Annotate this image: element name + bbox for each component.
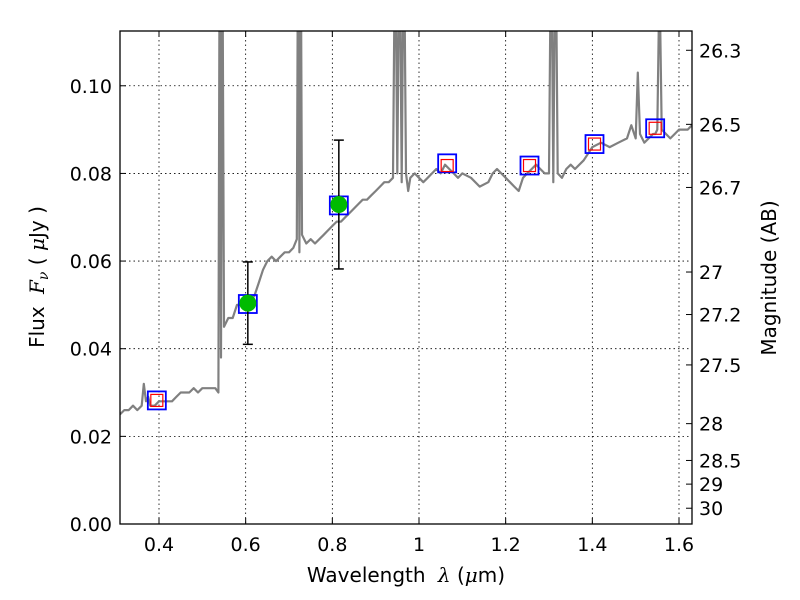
detection-point <box>239 294 257 312</box>
observed-limit-square <box>150 393 164 408</box>
y-tick-label: 0.10 <box>70 76 112 98</box>
right-tick-label: 26.7 <box>699 177 741 199</box>
observed-limit-square <box>522 158 537 173</box>
model-flux-box <box>584 134 605 154</box>
plot-frame <box>119 30 693 525</box>
y-tick-label: 0.08 <box>70 163 112 185</box>
right-tick-label: 30 <box>699 498 723 520</box>
x-axis-title: Wavelength λ (μm) <box>307 563 505 587</box>
x-tick-label: 1 <box>413 534 425 556</box>
right-tick-label: 26.5 <box>699 114 741 136</box>
x-tick-label: 0.6 <box>231 534 261 556</box>
observed-limit-square <box>648 121 662 135</box>
x-tick-label: 0.8 <box>317 534 347 556</box>
model-flux-box <box>519 155 540 176</box>
right-tick-label: 28.5 <box>699 450 741 472</box>
x-tick-label: 1.6 <box>664 534 694 556</box>
y-tick-label: 0.06 <box>70 251 112 273</box>
y-tick-label: 0.04 <box>70 339 112 361</box>
photometry-markers <box>146 118 666 411</box>
right-tick-label: 29 <box>699 474 723 496</box>
right-axis-title: Magnitude (AB) <box>757 200 781 355</box>
x-tick-label: 1.2 <box>491 534 521 556</box>
model-flux-box <box>437 153 458 174</box>
right-tick-label: 27.5 <box>699 355 741 377</box>
detection-point <box>330 196 348 214</box>
x-axis: 0.4 0.6 0.8 1 1.2 1.4 1.6 <box>144 31 694 556</box>
y-axis-title: Flux Fν ( μJy ) <box>25 206 52 348</box>
observed-limit-square <box>440 158 454 173</box>
right-tick-label: 27 <box>699 262 723 284</box>
model-flux-box <box>645 118 666 139</box>
right-tick-label: 26.3 <box>699 40 741 62</box>
right-tick-label: 27.2 <box>699 305 741 327</box>
x-tick-label: 0.4 <box>144 534 174 556</box>
right-tick-label: 28 <box>699 414 723 436</box>
model-flux-box <box>146 390 167 411</box>
y-tick-label: 0.00 <box>70 514 112 536</box>
observed-limit-square <box>587 137 602 151</box>
spectrum-line <box>120 31 692 416</box>
spectrum-series <box>120 31 692 416</box>
y-axis: 0.00 0.02 0.04 0.06 0.08 0.10 <box>70 76 126 536</box>
y-tick-label: 0.02 <box>70 426 112 448</box>
x-tick-label: 1.4 <box>577 534 607 556</box>
